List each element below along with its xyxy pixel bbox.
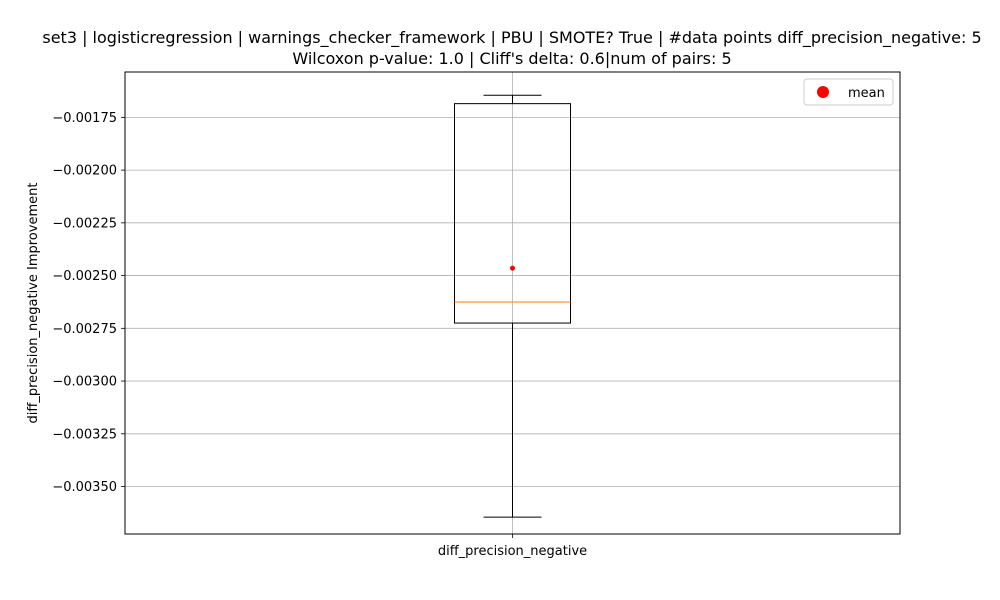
- y-tick-label: −0.00350: [52, 480, 117, 495]
- y-axis-ticks: −0.00175 −0.00200 −0.00225 −0.00250 −0.00275…: [52, 111, 125, 495]
- legend-mean-label: mean: [848, 86, 885, 101]
- y-tick-label: −0.00325: [52, 427, 117, 442]
- y-tick-label: −0.00200: [52, 164, 117, 179]
- y-tick-label: −0.00275: [52, 322, 117, 337]
- interquartile-box: [454, 103, 571, 324]
- chart-title-line-1: set3 | logisticregression | warnings_che…: [42, 28, 981, 48]
- box-plot-elements: [454, 94, 571, 518]
- legend-frame: [803, 78, 894, 106]
- y-axis-label: diff_precision_negative Improvement: [26, 183, 41, 424]
- mean-marker: [510, 265, 515, 271]
- x-tick-label: diff_precision_negative: [438, 544, 587, 559]
- y-tick-label: −0.00300: [52, 375, 117, 390]
- y-tick-label: −0.00250: [52, 269, 117, 284]
- legend: mean: [803, 78, 894, 106]
- legend-mean-marker: [817, 86, 829, 98]
- chart-title-line-2: Wilcoxon p-value: 1.0 | Cliff's delta: 0…: [292, 49, 731, 68]
- y-tick-label: −0.00175: [52, 111, 117, 126]
- x-axis-ticks: diff_precision_negative: [438, 534, 587, 559]
- y-tick-label: −0.00225: [52, 216, 117, 231]
